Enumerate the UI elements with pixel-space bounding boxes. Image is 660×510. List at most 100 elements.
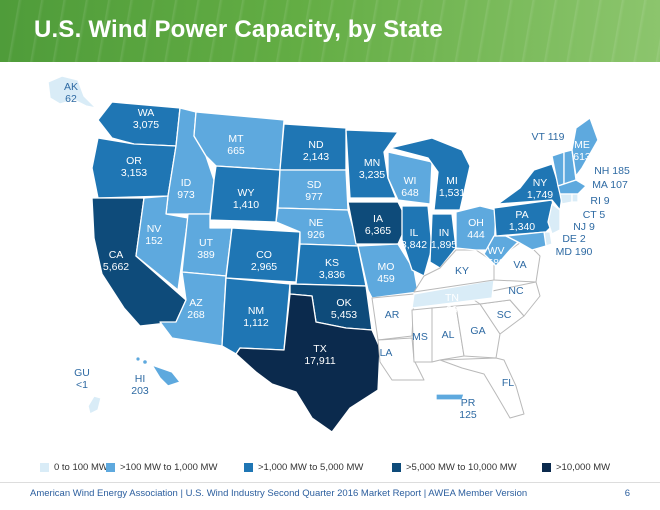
legend-item: >1,000 MW to 5,000 MW	[244, 462, 363, 473]
state-shape-md	[505, 231, 547, 251]
state-label-oh: OH 444	[467, 217, 485, 241]
state-label-ga: GA	[470, 325, 485, 337]
state-label-ri: RI 9	[590, 195, 609, 207]
state-label-ma: MA 107	[592, 179, 628, 191]
page-title: U.S. Wind Power Capacity, by State	[34, 16, 443, 43]
legend-label: >1,000 MW to 5,000 MW	[258, 462, 364, 473]
state-label-nc: NC	[508, 285, 524, 297]
legend-label: 0 to 100 MW	[54, 462, 108, 473]
state-label-ky: KY	[455, 265, 469, 277]
state-label-wy: WY 1,410	[233, 187, 259, 211]
state-label-il: IL 3,842	[401, 227, 427, 251]
state-shape-la	[377, 337, 425, 381]
title-banner: U.S. Wind Power Capacity, by State	[0, 0, 660, 62]
state-shape-tx	[235, 293, 381, 433]
footer: American Wind Energy Association | U.S. …	[30, 488, 630, 502]
state-shape-wy	[209, 165, 281, 223]
state-shape-tn	[411, 279, 495, 309]
legend-item: >10,000 MW	[542, 462, 610, 473]
state-label-nm: NM 1,112	[243, 305, 269, 329]
state-label-ak: AK 62	[64, 81, 78, 105]
state-shape-pr	[435, 393, 465, 401]
us-wind-capacity-map: AK 62 WA 3,075 OR 3,153 CA 5,662 ID 973 NV 152 MT 665…	[47, 75, 630, 433]
hi-island-small-2	[136, 357, 140, 361]
map-labels: AK 62 WA 3,075 OR 3,153 CA 5,662 ID 973 NV 152 MT 665…	[64, 81, 630, 421]
hi-island-small	[143, 360, 147, 364]
legend-item: 0 to 100 MW	[40, 462, 108, 473]
state-label-tx: TX 17,911	[304, 343, 335, 367]
state-shape-wi	[387, 151, 433, 205]
state-shape-ar	[371, 293, 415, 341]
state-label-az: AZ 268	[187, 297, 205, 321]
state-label-pa: PA 1,340	[509, 209, 535, 233]
state-shape-in	[429, 213, 457, 269]
state-shape-mi	[389, 137, 471, 211]
state-shape-ak	[47, 75, 97, 109]
legend-swatch	[40, 463, 49, 472]
legend-item: >100 MW to 1,000 MW	[106, 462, 217, 473]
state-label-sd: SD 977	[305, 179, 323, 203]
state-shape-ky	[413, 249, 495, 293]
state-label-mt: MT 665	[227, 133, 245, 157]
state-label-md: MD 190	[556, 246, 593, 258]
legend-label: >5,000 MW to 10,000 MW	[406, 462, 517, 473]
legend-swatch	[542, 463, 551, 472]
state-label-ny: NY 1,749	[527, 177, 553, 201]
state-label-id: ID 973	[177, 177, 195, 201]
state-shape-ma	[557, 179, 587, 195]
state-label-in: IN 1,895	[431, 227, 457, 251]
state-label-hi: HI 203	[131, 373, 149, 397]
footer-text: American Wind Energy Association | U.S. …	[30, 488, 528, 499]
state-shape-ri	[571, 193, 579, 203]
state-shape-nj	[547, 203, 561, 235]
state-label-sc: SC	[497, 309, 512, 321]
state-label-mi: MI 1,531	[439, 175, 465, 199]
state-shape-ct	[559, 193, 573, 205]
state-label-vt: VT 119	[532, 131, 565, 143]
state-label-nj: NJ 9	[573, 221, 595, 233]
state-label-wv: WV 583	[487, 245, 505, 269]
legend-swatch	[106, 463, 115, 472]
state-shape-fl	[439, 357, 525, 419]
map-legend: 0 to 100 MW >100 MW to 1,000 MW >1,000 MW …	[40, 462, 640, 476]
state-label-wi: WI 648	[401, 175, 419, 199]
state-label-nd: ND 2,143	[303, 139, 329, 163]
state-shape-me	[571, 117, 599, 177]
state-label-pr: PR 125	[459, 397, 477, 421]
state-label-me: ME 613	[573, 139, 591, 163]
state-label-fl: FL	[502, 377, 514, 389]
page-number: 6	[624, 488, 630, 499]
state-label-ms: MS	[412, 331, 428, 343]
banner-texture	[0, 0, 660, 62]
state-label-mo: MO 459	[377, 261, 395, 285]
legend-swatch	[244, 463, 253, 472]
state-label-ar: AR	[385, 309, 400, 321]
state-label-ia: IA 6,365	[365, 213, 391, 237]
state-label-de: DE 2	[562, 233, 586, 245]
state-label-va: VA	[513, 259, 526, 271]
state-label-ne: NE 926	[307, 217, 325, 241]
state-label-nv: NV 152	[145, 223, 163, 247]
footer-divider	[0, 482, 660, 483]
state-label-ok: OK 5,453	[331, 297, 357, 321]
state-label-la: LA	[380, 347, 393, 359]
state-label-al: AL	[442, 329, 455, 341]
state-label-gu: GU <1	[74, 367, 90, 391]
state-label-or: OR 3,153	[121, 155, 147, 179]
legend-label: >100 MW to 1,000 MW	[120, 462, 218, 473]
state-label-wa: WA 3,075	[133, 107, 159, 131]
state-label-co: CO 2,965	[251, 249, 277, 273]
state-label-ca: CA 5,662	[103, 249, 129, 273]
state-label-mn: MN 3,235	[359, 157, 385, 181]
state-label-ct: CT 5	[583, 209, 606, 221]
state-label-nh: NH 185	[594, 165, 630, 177]
state-label-ut: UT 389	[197, 237, 215, 261]
state-shape-mo	[357, 243, 419, 299]
legend-item: >5,000 MW to 10,000 MW	[392, 462, 517, 473]
state-shape-al	[431, 305, 465, 363]
legend-label: >10,000 MW	[556, 462, 611, 473]
legend-swatch	[392, 463, 401, 472]
state-label-ks: KS 3,836	[319, 257, 345, 281]
state-shape-hi	[151, 364, 181, 387]
state-shape-gu	[87, 395, 102, 415]
